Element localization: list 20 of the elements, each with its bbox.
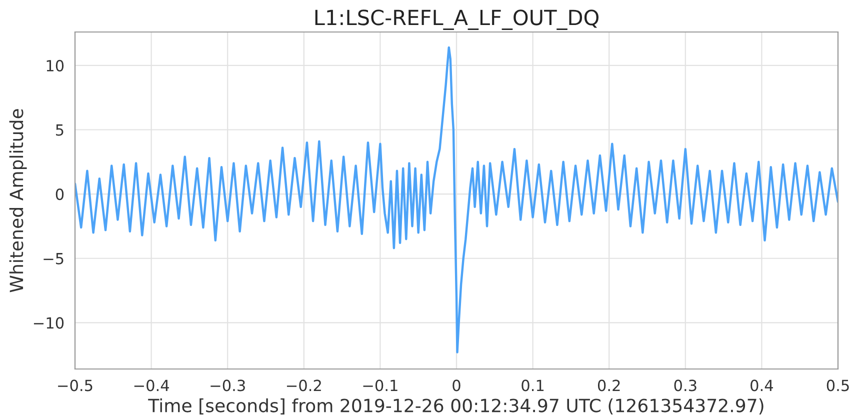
x-tick-label: 0.1 <box>522 380 544 392</box>
y-tick-label: −10 <box>34 317 64 329</box>
x-tick-label: −0.1 <box>363 380 398 392</box>
x-tick-label: 0.5 <box>826 380 849 392</box>
y-axis-title: Whitened Amplitude <box>9 109 27 292</box>
x-tick-label: −0.3 <box>210 380 245 392</box>
x-tick-label: −0.4 <box>134 380 169 392</box>
y-tick-label: 10 <box>46 60 64 72</box>
y-tick-label: 5 <box>56 124 64 136</box>
chart-title: L1:LSC-REFL_A_LF_OUT_DQ <box>315 10 598 30</box>
y-tick-label: −5 <box>44 253 64 264</box>
x-tick-label: 0.4 <box>750 380 773 392</box>
x-tick-label: −0.5 <box>58 380 92 392</box>
x-tick-label: 0 <box>452 380 460 392</box>
x-tick-label: 0.2 <box>598 380 620 392</box>
x-axis-title: Time [seconds] from 2019-12-26 00:12:34.97 UTC (1261354372.97) <box>148 398 764 414</box>
x-tick-label: −0.2 <box>286 380 321 392</box>
y-tick-label: 0 <box>56 188 64 200</box>
x-tick-label: 0.3 <box>674 380 696 392</box>
line-series <box>75 46 838 354</box>
